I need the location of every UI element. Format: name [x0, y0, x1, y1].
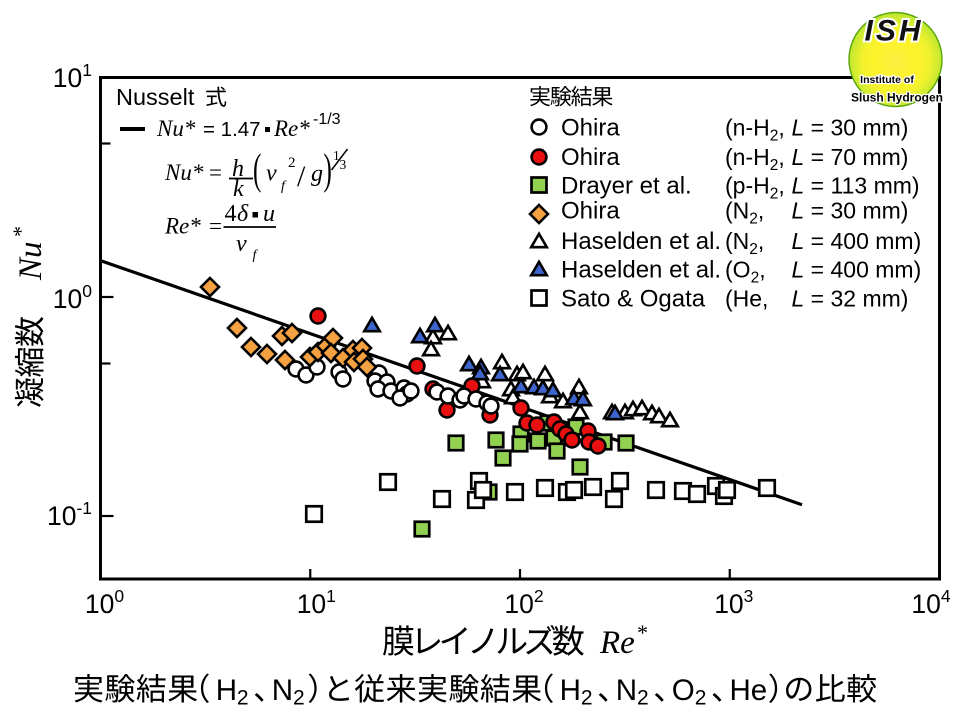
svg-text:): )	[324, 145, 332, 193]
svg-text:2: 2	[581, 687, 593, 710]
svg-text:f: f	[281, 179, 287, 194]
svg-text:ISH: ISH	[864, 15, 923, 48]
svg-text:Drayer et al.: Drayer et al.	[561, 173, 692, 200]
svg-text:L = 30 mm): L = 30 mm)	[792, 115, 909, 141]
svg-text:H: H	[216, 674, 237, 707]
svg-text:Slush Hydrogen: Slush Hydrogen	[851, 91, 943, 105]
svg-text:Ohira: Ohira	[561, 115, 620, 142]
svg-text:u: u	[263, 201, 275, 227]
svg-text:*: *	[636, 620, 647, 645]
svg-text:Sato & Ogata: Sato & Ogata	[561, 286, 706, 313]
svg-text:(He,: (He,	[725, 286, 768, 312]
svg-text:(N2,: (N2,	[725, 198, 764, 228]
svg-text:=: =	[209, 214, 222, 239]
svg-text:Institute of: Institute of	[860, 74, 914, 86]
svg-text:L = 30 mm): L = 30 mm)	[792, 198, 909, 224]
svg-text:N: N	[616, 674, 637, 707]
svg-text:2: 2	[293, 687, 305, 710]
svg-text:(N2,: (N2,	[725, 228, 764, 258]
svg-text:O: O	[672, 674, 695, 707]
svg-text:L = 400 mm): L = 400 mm)	[792, 257, 922, 283]
svg-text:g: g	[311, 161, 323, 187]
svg-text:= 1.47: = 1.47	[203, 118, 261, 141]
svg-text:Nu*: Nu*	[164, 160, 204, 185]
svg-text:*: *	[8, 227, 33, 238]
svg-text:k: k	[233, 176, 244, 202]
svg-text:Ohira: Ohira	[561, 144, 620, 171]
svg-text:(: (	[253, 145, 261, 193]
svg-text:=: =	[209, 160, 222, 185]
svg-text:Haselden et al.: Haselden et al.	[561, 228, 721, 255]
svg-text:f: f	[253, 248, 259, 263]
svg-text:100: 100	[85, 586, 124, 619]
svg-text:3: 3	[340, 157, 347, 172]
svg-text:/: /	[297, 160, 306, 193]
svg-text:4: 4	[225, 201, 237, 227]
svg-text:Re*: Re*	[164, 214, 201, 239]
svg-text:He: He	[730, 674, 768, 707]
svg-text:2: 2	[237, 687, 249, 710]
svg-text:δ: δ	[237, 201, 249, 227]
svg-text:ν: ν	[266, 161, 277, 187]
svg-text:2: 2	[288, 155, 296, 171]
svg-text:ν: ν	[236, 231, 247, 257]
svg-text:L = 70 mm): L = 70 mm)	[792, 144, 909, 170]
svg-text:Ohira: Ohira	[561, 198, 620, 225]
svg-text:Re*: Re*	[273, 116, 310, 141]
svg-text:-1/3: -1/3	[313, 111, 341, 128]
svg-text:1: 1	[333, 148, 340, 163]
svg-text:Nusselt: Nusselt	[116, 84, 195, 110]
svg-text:H: H	[560, 674, 581, 707]
svg-text:Re: Re	[599, 625, 635, 661]
svg-text:L = 113 mm): L = 113 mm)	[792, 173, 920, 199]
svg-text:(O2,: (O2,	[725, 257, 766, 287]
svg-text:N: N	[272, 674, 293, 707]
svg-text:Nu: Nu	[13, 241, 49, 281]
svg-text:L = 32 mm): L = 32 mm)	[792, 286, 909, 312]
svg-text:100: 100	[53, 281, 92, 314]
svg-text:Haselden et al.: Haselden et al.	[561, 257, 721, 284]
svg-text:2: 2	[637, 687, 649, 710]
svg-text:L = 400 mm): L = 400 mm)	[792, 228, 922, 254]
svg-text:Nu*: Nu*	[156, 116, 196, 141]
svg-text:h: h	[232, 156, 244, 182]
svg-text:2: 2	[695, 687, 707, 710]
